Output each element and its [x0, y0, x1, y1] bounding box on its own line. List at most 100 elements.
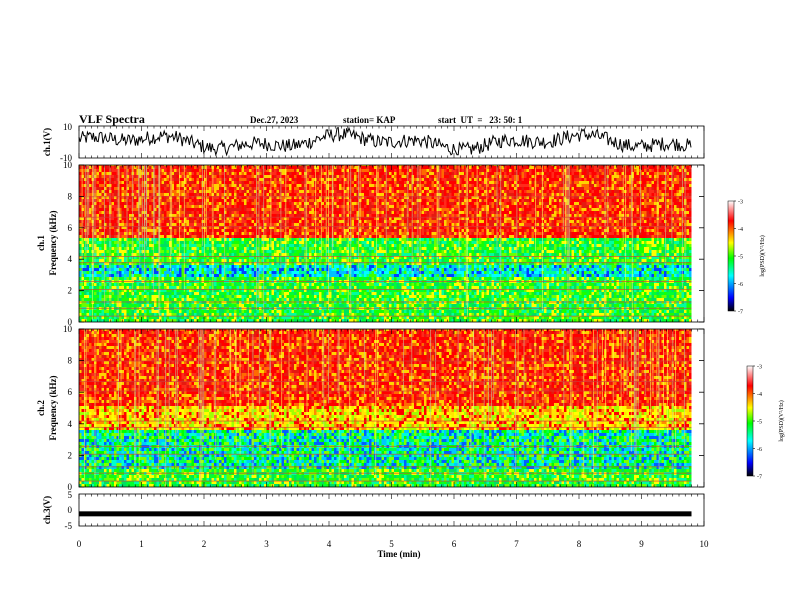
spectrogram-cell — [124, 277, 127, 280]
spectrogram-cell — [306, 256, 309, 259]
spectrogram-cell — [226, 217, 229, 220]
spectrogram-cell — [141, 319, 144, 322]
spectrogram-cell — [151, 265, 154, 268]
spectrogram-cell — [141, 265, 144, 268]
spectrogram-cell — [294, 211, 297, 214]
spectrogram-cell — [144, 241, 147, 244]
spectrogram-cell — [274, 220, 277, 223]
spectrogram-cell — [106, 277, 109, 280]
spectrogram-cell — [234, 316, 237, 319]
spectrogram-cell — [141, 196, 144, 199]
spectrogram-cell — [266, 235, 269, 238]
spectrogram-cell — [209, 259, 212, 262]
spectrogram-cell — [254, 181, 257, 184]
spectrogram-cell — [224, 226, 227, 229]
spectrogram-cell — [144, 178, 147, 181]
spectrogram-cell — [156, 295, 159, 298]
spectrogram-cell — [299, 166, 302, 169]
spectrogram-cell — [214, 289, 217, 292]
spectrogram-cell — [96, 205, 99, 208]
spectrogram-cell — [269, 175, 272, 178]
spectrogram-cell — [306, 253, 309, 256]
spectrogram-cell — [104, 262, 107, 265]
spectrogram-cell — [111, 238, 114, 241]
spectrogram-cell — [104, 301, 107, 304]
spectrogram-cell — [231, 196, 234, 199]
spectrogram-cell — [229, 226, 232, 229]
spectrogram-cell — [209, 241, 212, 244]
spectrogram-cell — [101, 250, 104, 253]
spectrogram-cell — [284, 277, 287, 280]
spectrogram-cell — [96, 196, 99, 199]
spectrogram-cell — [86, 187, 89, 190]
spectrogram-cell — [99, 301, 102, 304]
spectrogram-cell — [229, 310, 232, 313]
spectrogram-cell — [239, 319, 242, 322]
spectrogram-cell — [266, 187, 269, 190]
spectrogram-cell — [236, 184, 239, 187]
spectrogram-cell — [154, 190, 157, 193]
spectrogram-cell — [161, 229, 164, 232]
spectrogram-cell — [129, 220, 132, 223]
spectrogram-cell — [94, 301, 97, 304]
spectrogram-cell — [279, 265, 282, 268]
spectrogram-cell — [101, 247, 104, 250]
spectrogram-cell — [141, 187, 144, 190]
spectrogram-cell — [249, 238, 252, 241]
spectrogram-cell — [246, 220, 249, 223]
spectrogram-cell — [96, 271, 99, 274]
spectrogram-cell — [236, 172, 239, 175]
spectrogram-cell — [141, 295, 144, 298]
spectrogram-cell — [174, 310, 177, 313]
spectrogram-cell — [106, 202, 109, 205]
spectrogram-cell — [134, 196, 137, 199]
spectrogram-cell — [89, 178, 92, 181]
spectrogram-cell — [249, 202, 252, 205]
spectrogram-cell — [236, 244, 239, 247]
spectrogram-cell — [246, 244, 249, 247]
spectrogram-cell — [144, 196, 147, 199]
spectrogram-cell — [216, 259, 219, 262]
spectrogram-cell — [149, 214, 152, 217]
spectrogram-cell — [261, 310, 264, 313]
spectrogram-cell — [216, 196, 219, 199]
spectrogram-cell — [206, 256, 209, 259]
spectrogram-cell — [206, 214, 209, 217]
spectrogram-cell — [154, 211, 157, 214]
spectrogram-cell — [86, 208, 89, 211]
spectrogram-cell — [204, 301, 207, 304]
spectrogram-cell — [226, 172, 229, 175]
spectrogram-cell — [96, 283, 99, 286]
spectrogram-cell — [244, 205, 247, 208]
spectrogram-cell — [186, 202, 189, 205]
spectrogram-cell — [126, 310, 129, 313]
spectrogram-cell — [151, 313, 154, 316]
spectrogram-cell — [154, 175, 157, 178]
spectrogram-cell — [146, 223, 149, 226]
spectrogram-cell — [226, 208, 229, 211]
spectrogram-cell — [124, 202, 127, 205]
spectrogram-cell — [209, 283, 212, 286]
spectrogram-cell — [281, 283, 284, 286]
spectrogram-cell — [299, 247, 302, 250]
spectrogram-cell — [84, 316, 87, 319]
spectrogram-cell — [286, 172, 289, 175]
spectrogram-cell — [169, 295, 172, 298]
spectrogram-cell — [216, 172, 219, 175]
spectrogram-cell — [286, 166, 289, 169]
spectrogram-cell — [141, 205, 144, 208]
spectrogram-cell — [199, 244, 202, 247]
spectrogram-cell — [301, 229, 304, 232]
spectrogram-cell — [301, 211, 304, 214]
spectrogram-cell — [249, 262, 252, 265]
spectrogram-cell — [119, 253, 122, 256]
spectrogram-cell — [299, 199, 302, 202]
spectrogram-cell — [274, 205, 277, 208]
spectrogram-cell — [234, 247, 237, 250]
spectrogram-cell — [284, 295, 287, 298]
spectrogram-cell — [181, 286, 184, 289]
spectrogram-cell — [274, 292, 277, 295]
spectrogram-cell — [244, 238, 247, 241]
spectrogram-cell — [126, 226, 129, 229]
spectrogram-cell — [291, 253, 294, 256]
